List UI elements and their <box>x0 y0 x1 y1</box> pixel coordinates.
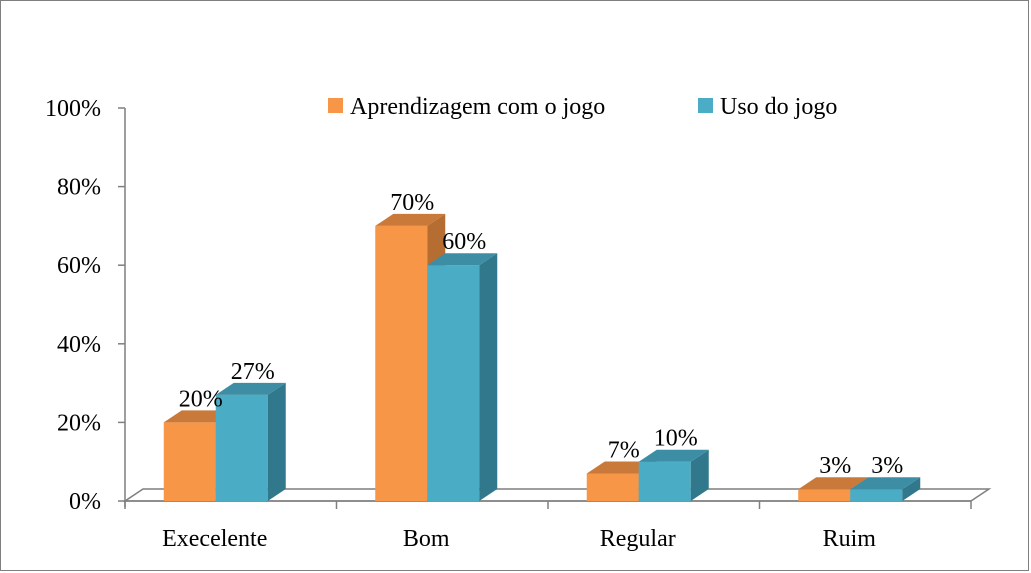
legend-label: Uso do jogo <box>720 94 837 120</box>
data-label-aprendizagem-com-o-jogo-ruim: 3% <box>819 453 851 479</box>
data-labels: 20% 27% 70% 60% 7% 10% 3% 3% <box>179 190 904 479</box>
bar-front-face <box>798 489 851 501</box>
bar-side-face <box>479 253 498 501</box>
bar-top-face <box>850 477 921 490</box>
data-label-uso-do-jogo-ruim: 3% <box>871 453 903 479</box>
axes: 0% 20% 40% 60% 80% 100% Execelente Bom Regular Ru… <box>45 96 992 552</box>
bar-front-face <box>850 489 903 501</box>
data-label-uso-do-jogo-execelente: 27% <box>231 359 275 385</box>
data-label-aprendizagem-com-o-jogo-execelente: 20% <box>179 386 223 412</box>
bar-top-face <box>375 213 446 226</box>
y-tick-label: 20% <box>57 410 101 436</box>
legend-item-uso-do-jogo: Uso do jogo <box>698 94 837 120</box>
bar-side-face <box>690 449 709 501</box>
category-label-regular: Regular <box>600 526 676 552</box>
y-tick-label: 80% <box>57 175 101 201</box>
bars <box>163 213 921 501</box>
y-tick-label: 100% <box>45 96 101 122</box>
bar-front-face <box>427 265 480 501</box>
legend-swatch <box>328 98 343 113</box>
bar-top-face <box>798 477 869 490</box>
y-tick-label: 60% <box>57 253 101 279</box>
bar-front-face <box>215 394 268 501</box>
data-label-aprendizagem-com-o-jogo-regular: 7% <box>608 437 640 463</box>
bar-uso-do-jogo-execelente <box>215 382 286 501</box>
bar-top-face <box>427 253 498 266</box>
legend: Aprendizagem com o jogo Uso do jogo <box>328 94 837 120</box>
data-label-uso-do-jogo-bom: 60% <box>442 229 486 255</box>
data-label-aprendizagem-com-o-jogo-bom: 70% <box>390 190 434 216</box>
legend-item-aprendizagem-com-o-jogo: Aprendizagem com o jogo <box>328 94 605 120</box>
bar-uso-do-jogo-ruim <box>850 477 921 501</box>
y-tick-label: 0% <box>69 489 101 515</box>
legend-label: Aprendizagem com o jogo <box>350 94 605 120</box>
bar-side-face <box>267 382 286 501</box>
bar-front-face <box>586 473 639 501</box>
bar-uso-do-jogo-bom <box>427 253 498 501</box>
bar-top-face <box>215 382 286 395</box>
bar-side-face <box>902 477 921 501</box>
bar-uso-do-jogo-regular <box>638 449 709 501</box>
data-label-uso-do-jogo-regular: 10% <box>654 426 698 452</box>
category-label-execelente: Execelente <box>162 526 267 552</box>
y-tick-label: 40% <box>57 332 101 358</box>
bar-front-face <box>638 461 691 501</box>
legend-swatch <box>698 98 713 113</box>
bar-front-face <box>375 225 428 501</box>
bar-front-face <box>163 422 216 501</box>
category-label-ruim: Ruim <box>823 526 877 552</box>
bar-top-face <box>638 449 709 462</box>
category-label-bom: Bom <box>403 526 450 552</box>
